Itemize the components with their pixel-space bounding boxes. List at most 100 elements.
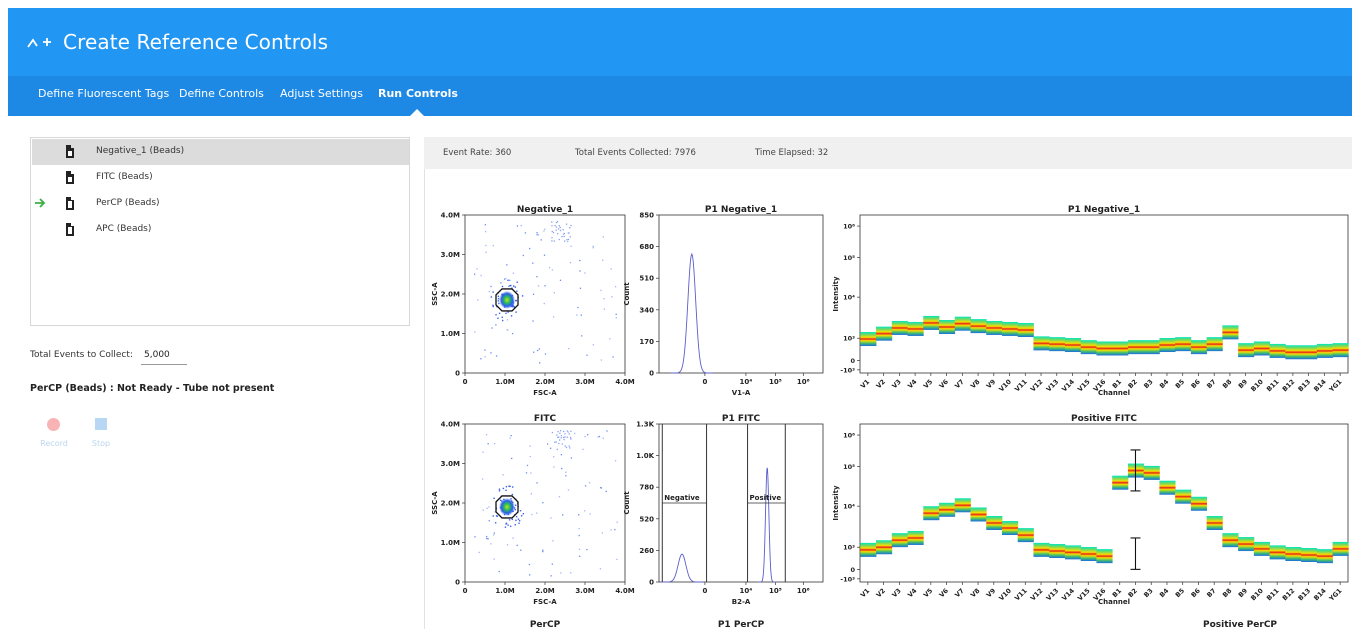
event-dot xyxy=(555,221,558,224)
event-dot xyxy=(520,225,522,227)
event-dot xyxy=(551,240,553,242)
histogram-plot: P1 Negative_1 0 170 340 510 680 850 0 10⁴ 10⁵ 10⁶ V… xyxy=(623,205,824,397)
tube-outline-icon xyxy=(66,197,74,210)
event-dot xyxy=(543,254,546,256)
tube-list-item[interactable]: APC (Beads) xyxy=(32,217,409,243)
event-dot xyxy=(507,279,509,281)
tube-list-item[interactable]: FITC (Beads) xyxy=(32,165,409,191)
channel-label: V4 xyxy=(906,377,919,390)
y-tick-label: 10⁴ xyxy=(843,503,855,511)
channel-label: V12 xyxy=(1029,378,1045,394)
channel-label: B10 xyxy=(1249,586,1265,602)
event-dot xyxy=(570,430,572,432)
y-tick-label: -10³ xyxy=(840,575,855,583)
event-dot xyxy=(478,551,480,554)
event-dot xyxy=(586,434,589,436)
event-dot xyxy=(480,274,482,277)
y-tick-label: 2.0M xyxy=(441,500,460,508)
y-tick-label: 1.0M xyxy=(441,539,460,547)
x-axis-label: FSC-A xyxy=(533,598,557,606)
channel-intensity-band xyxy=(1080,547,1097,562)
channel-label: V11 xyxy=(1013,586,1029,602)
event-dot xyxy=(558,442,560,445)
x-tick-label: 2.0M xyxy=(535,587,554,595)
y-tick-label: 4.0M xyxy=(441,421,460,429)
channel-intensity-band xyxy=(1238,537,1255,552)
y-axis-label: Intensity xyxy=(832,276,840,312)
channel-intensity-band xyxy=(1033,542,1050,557)
histogram-curve xyxy=(670,252,713,374)
channel-label: V2 xyxy=(875,587,887,599)
event-dot xyxy=(567,489,570,491)
event-dot xyxy=(501,285,504,288)
record-label: Record xyxy=(40,439,68,448)
tab-adjust-settings[interactable]: Adjust Settings xyxy=(280,87,363,100)
channel-label: V7 xyxy=(953,587,965,599)
event-dot xyxy=(564,240,566,242)
channel-intensity-band xyxy=(1159,480,1176,495)
event-dot xyxy=(551,563,553,565)
tube-list-item[interactable]: Negative_1 (Beads) xyxy=(32,139,409,165)
event-dot xyxy=(491,327,493,329)
tube-list-item[interactable]: PerCP (Beads) xyxy=(32,191,409,217)
event-dot xyxy=(487,538,489,540)
event-dot xyxy=(543,230,545,232)
event-cluster xyxy=(499,497,515,516)
event-dot xyxy=(522,254,524,257)
event-dot xyxy=(511,493,514,496)
event-dot xyxy=(602,259,604,261)
event-dot xyxy=(558,238,560,241)
event-dot xyxy=(552,316,555,318)
x-axis-label: Channel xyxy=(1098,389,1130,397)
event-dot xyxy=(553,466,555,468)
event-dot xyxy=(559,430,562,432)
y-tick-label: 3.0M xyxy=(441,460,460,468)
stop-button[interactable]: Stop xyxy=(86,414,116,454)
y-tick-label: 520 xyxy=(639,515,654,523)
event-dot xyxy=(492,291,494,293)
channel-label: V9 xyxy=(985,377,998,390)
total-events-label: Total Events to Collect: xyxy=(30,350,133,360)
tube-list: Negative_1 (Beads) FITC (Beads) PerCP (B… xyxy=(30,137,410,326)
event-dot xyxy=(516,281,518,283)
tab-define-controls[interactable]: Define Controls xyxy=(179,87,264,100)
y-tick-label: 850 xyxy=(639,212,654,220)
tab-define-fluorescent-tags[interactable]: Define Fluorescent Tags xyxy=(38,87,170,100)
time-elapsed: Time Elapsed: 32 xyxy=(755,148,829,158)
channel-label: B13 xyxy=(1297,587,1313,603)
channel-intensity-band xyxy=(1112,475,1129,490)
channel-label: V15 xyxy=(1076,377,1092,393)
y-tick-label: 10³ xyxy=(843,544,855,552)
event-dot xyxy=(582,448,584,450)
record-button[interactable]: Record xyxy=(36,414,72,454)
tube-label: Negative_1 (Beads) xyxy=(96,146,185,156)
event-dot xyxy=(558,496,561,498)
event-dot xyxy=(493,497,495,500)
tube-icon xyxy=(66,171,74,184)
event-dot xyxy=(555,226,558,228)
event-dot xyxy=(550,575,552,577)
event-dot xyxy=(511,332,514,335)
stop-icon xyxy=(95,418,107,430)
channel-intensity-band xyxy=(1143,340,1160,355)
tab-run-controls[interactable]: Run Controls xyxy=(378,87,458,100)
event-dot xyxy=(535,512,538,514)
x-tick-label: 3.0M xyxy=(575,378,594,386)
total-events-input[interactable] xyxy=(141,346,187,365)
event-dot xyxy=(529,247,531,250)
event-dot xyxy=(507,311,509,313)
y-tick-label: 1.3K xyxy=(636,421,654,429)
event-dot xyxy=(610,529,612,531)
channel-intensity-band xyxy=(923,506,940,521)
event-dot xyxy=(484,356,486,358)
event-dot xyxy=(614,528,616,531)
x-axis-label: Channel xyxy=(1098,598,1130,606)
channel-intensity-band xyxy=(1222,533,1239,548)
event-dot xyxy=(528,563,531,566)
channel-label: V12 xyxy=(1029,587,1045,603)
y-tick-label: -10³ xyxy=(840,366,855,374)
event-dot xyxy=(482,509,484,511)
event-dot xyxy=(560,437,562,439)
